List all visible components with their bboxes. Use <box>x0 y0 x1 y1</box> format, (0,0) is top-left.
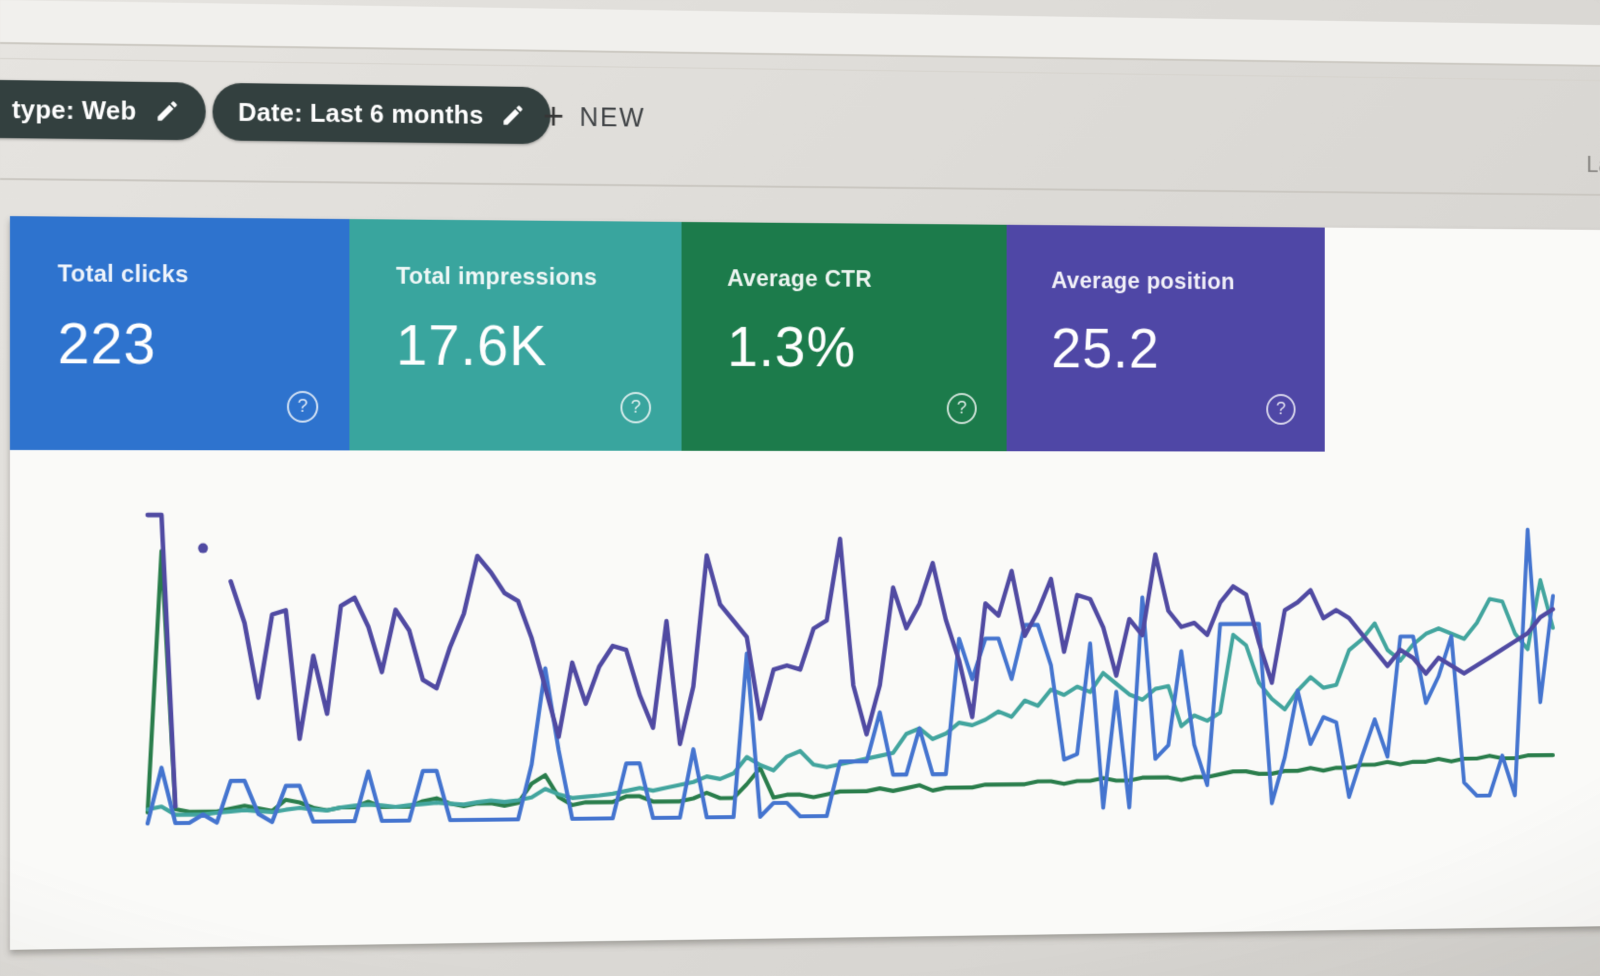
pencil-icon[interactable] <box>154 98 180 124</box>
performance-chart[interactable]: 2/24/193/10/193/24/194/7/194/21/195/5/19… <box>10 450 1600 950</box>
pencil-icon[interactable] <box>501 102 526 128</box>
filter-chip-date-range[interactable]: Date: Last 6 months <box>212 82 551 145</box>
series-line-ctr <box>148 548 1553 812</box>
isolated-data-point <box>198 543 208 554</box>
filter-toolbar: type: Web Date: Last 6 months + NEW La <box>0 72 1600 188</box>
filter-chip-search-type[interactable]: type: Web <box>0 79 206 141</box>
series-line-clicks <box>148 530 1553 824</box>
performance-summary-panel: Total clicks 223 ? Total impressions 17.… <box>9 216 1600 950</box>
